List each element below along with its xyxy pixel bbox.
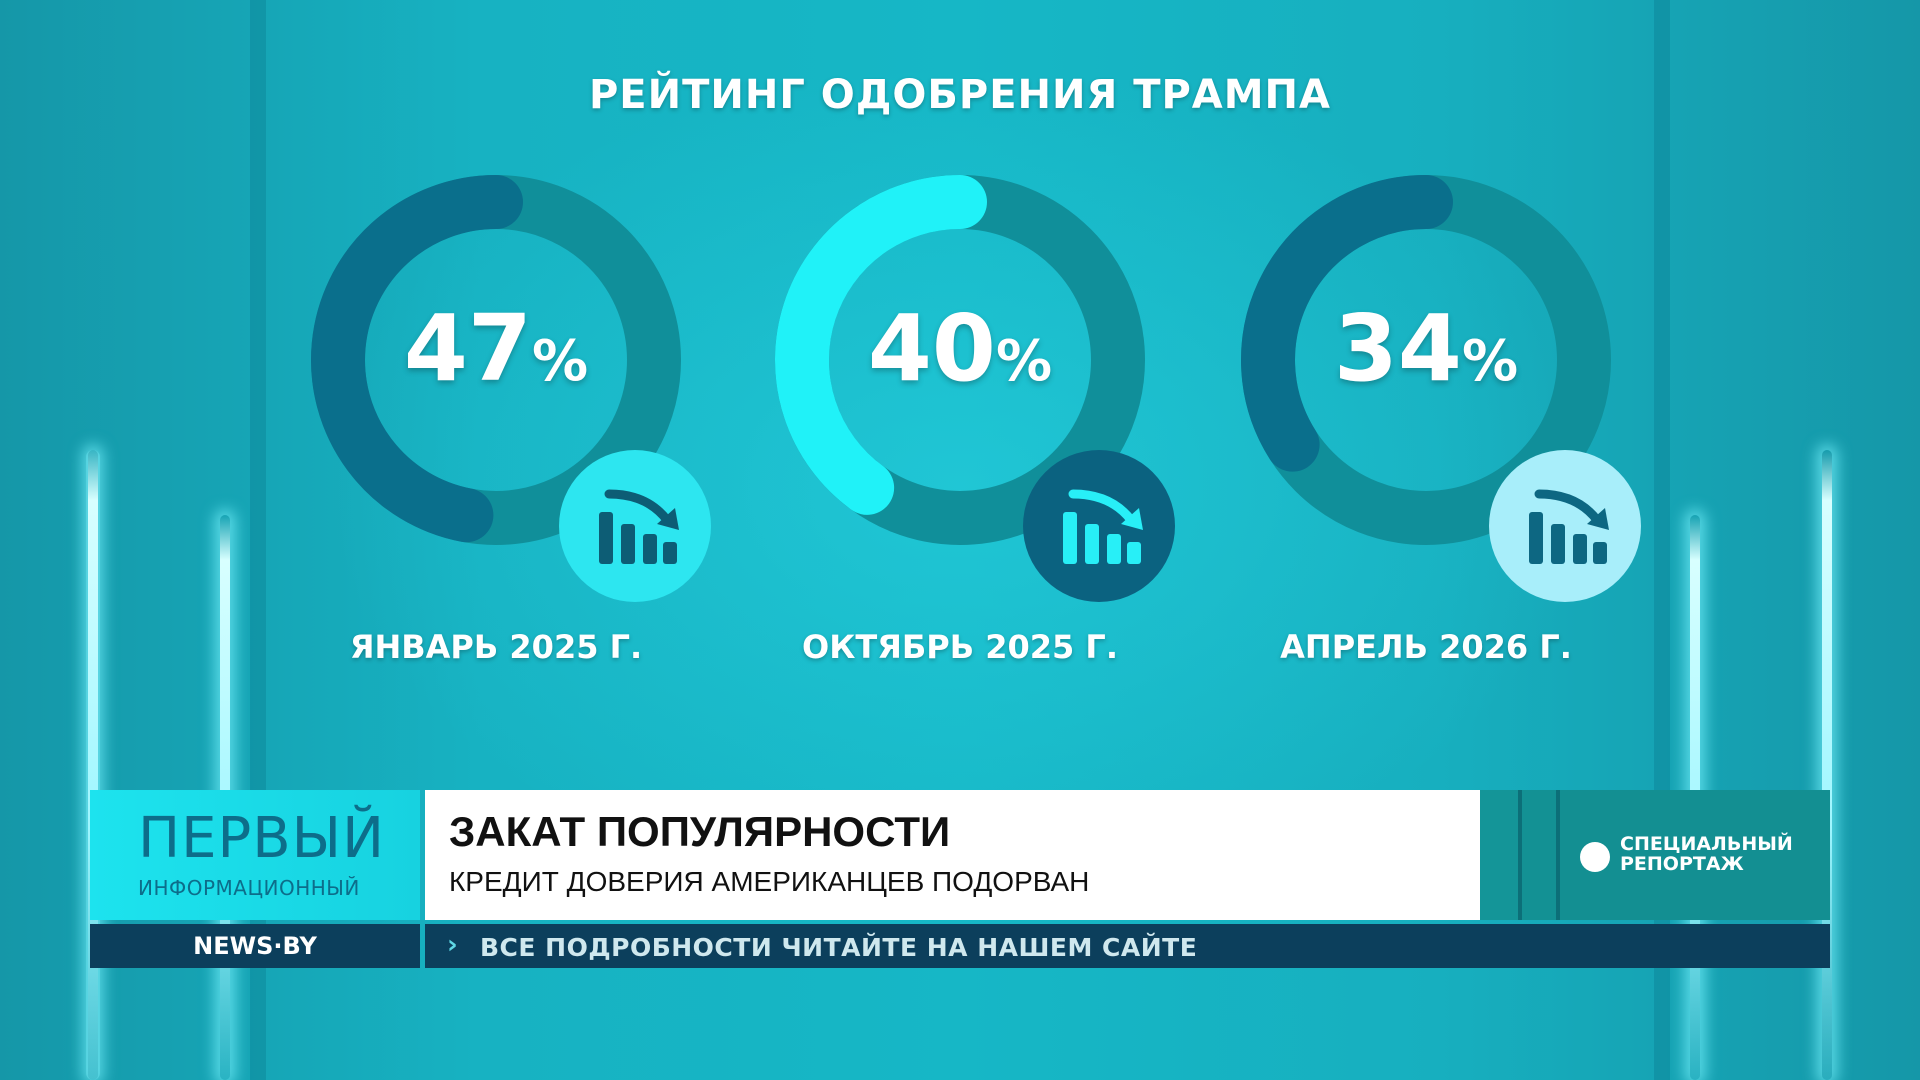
light-bar: [88, 450, 98, 1080]
bar-chart-down-icon: [1063, 489, 1143, 564]
date-label: ОКТЯБРЬ 2025 Г.: [802, 628, 1118, 666]
donut-arc: [1241, 175, 1453, 472]
special-report-text: СПЕЦИАЛЬНЫЙ РЕПОРТАЖ: [1620, 833, 1793, 875]
special-report-badge: СПЕЦИАЛЬНЫЙ РЕПОРТАЖ: [1560, 790, 1830, 920]
subheadline: КРЕДИТ ДОВЕРИЯ АМЕРИКАНЦЕВ ПОДОРВАН: [449, 866, 1090, 897]
dot-icon: [1580, 842, 1610, 872]
trend-badge: [1489, 450, 1641, 602]
donut-arc: [311, 175, 523, 543]
donut-chart-april-2026: 34% АПРЕЛЬ 2026 Г.: [1216, 170, 1641, 666]
percentage-value: 47%: [403, 295, 589, 402]
decor-stripe: [1518, 790, 1522, 920]
trend-badge: [559, 450, 711, 602]
bar-chart-down-icon: [599, 489, 679, 564]
site-label: NEWS·BY: [193, 932, 317, 960]
donut-arc: [775, 175, 987, 515]
chevron-right-icon: ›: [447, 930, 458, 960]
chart-title: РЕЙТИНГ ОДОБРЕНИЯ ТРАМПА: [588, 72, 1331, 118]
logo-sub-text: ИНФОРМАЦИОННЫЙ: [138, 876, 360, 900]
decor-stripe: [1522, 790, 1556, 920]
headline-box: ЗАКАТ ПОПУЛЯРНОСТИ КРЕДИТ ДОВЕРИЯ АМЕРИК…: [425, 790, 1480, 920]
date-label: АПРЕЛЬ 2026 Г.: [1280, 628, 1572, 666]
decor-stripe: [1556, 790, 1560, 920]
ticker-text: ВСЕ ПОДРОБНОСТИ ЧИТАЙТЕ НА НАШЕМ САЙТЕ: [480, 933, 1198, 962]
logo-main-text: ПЕРВЫЙ: [138, 806, 385, 871]
donut-ring: [1241, 175, 1611, 545]
site-label-box: NEWS·BY: [90, 924, 420, 968]
ticker-bar: › ВСЕ ПОДРОБНОСТИ ЧИТАЙТЕ НА НАШЕМ САЙТЕ: [425, 924, 1830, 968]
decor-stripe: [1480, 790, 1518, 920]
bar-chart-down-icon: [1529, 489, 1609, 564]
headline: ЗАКАТ ПОПУЛЯРНОСТИ: [449, 808, 951, 855]
percentage-value: 34%: [1333, 295, 1519, 402]
donut-ring: [775, 175, 1145, 545]
donut-chart-january-2025: 47% ЯНВАРЬ 2025 Г.: [286, 170, 711, 666]
light-bar: [1822, 450, 1832, 1080]
donut-ring: [311, 175, 681, 545]
percentage-value: 40%: [867, 295, 1053, 402]
channel-logo: ПЕРВЫЙ ИНФОРМАЦИОННЫЙ: [90, 790, 420, 920]
donut-chart-october-2025: 40% ОКТЯБРЬ 2025 Г.: [750, 170, 1175, 666]
trend-badge: [1023, 450, 1175, 602]
date-label: ЯНВАРЬ 2025 Г.: [349, 628, 643, 666]
